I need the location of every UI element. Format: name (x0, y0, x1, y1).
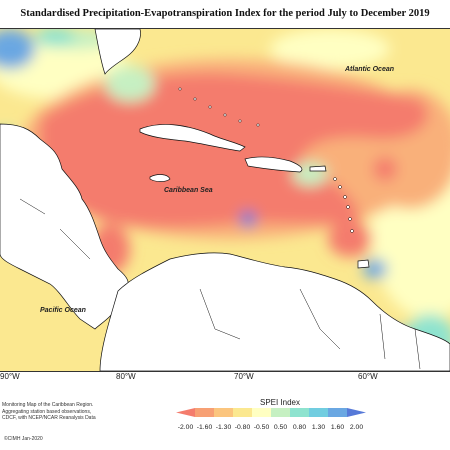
spei-color-field (0, 29, 450, 369)
map-title: Standardised Precipitation-Evapotranspir… (20, 8, 430, 19)
pacific-ocean-label: Pacific Ocean (40, 307, 86, 314)
legend-tick: 0.80 (292, 424, 307, 431)
legend-swatch (195, 408, 214, 417)
legend-tick: -0.80 (234, 424, 251, 431)
puerto-rico-island (309, 165, 327, 172)
legend-tick: 1.60 (330, 424, 345, 431)
legend-tick: -0.50 (253, 424, 270, 431)
legend-tick: -1.60 (196, 424, 213, 431)
map-canvas: Atlantic Ocean Caribbean Sea Pacific Oce… (0, 29, 450, 371)
credit-line: Monitoring Map of the Caribbean Region. (2, 402, 94, 408)
legend-title: SPEI Index (259, 398, 301, 407)
legend-swatch (233, 408, 252, 417)
legend-swatch (176, 408, 195, 417)
legend-swatch (309, 408, 328, 417)
legend-swatch (252, 408, 271, 417)
longitude-label: 80°W (116, 372, 136, 381)
legend-tick: -2.00 (177, 424, 194, 431)
south-america-land (99, 252, 450, 371)
borders (19, 198, 421, 370)
legend-tick: -1.30 (215, 424, 232, 431)
jamaica-island (149, 174, 171, 182)
longitude-label: 70°W (234, 372, 254, 381)
legend-tick-labels: -2.00 -1.60 -1.30 -0.80 -0.50 0.50 0.80 … (176, 424, 366, 431)
lesser-antilles (178, 87, 354, 233)
atlantic-ocean-label: Atlantic Ocean (344, 66, 394, 73)
credit-line: CDCF, with NCEP/NCAR Reanalysis Data (2, 415, 96, 422)
florida-land (94, 29, 141, 75)
trinidad-island (357, 259, 370, 269)
legend-tick: 0.50 (273, 424, 288, 431)
credit-line: Aggregating station based observations, (2, 408, 92, 415)
legend-swatch (347, 408, 366, 417)
legend-swatch (214, 408, 233, 417)
cuba-island (139, 124, 246, 152)
legend-colorbar (176, 408, 366, 417)
landmass (0, 29, 450, 371)
spei-map: Atlantic Ocean Caribbean Sea Pacific Oce… (0, 28, 450, 372)
legend-swatch (271, 408, 290, 417)
central-america-land (0, 123, 129, 330)
legend-tick: 2.00 (349, 424, 364, 431)
data-credit: Monitoring Map of the Caribbean Region. … (2, 402, 120, 422)
legend-swatch (328, 408, 347, 417)
copyright-notice: ©CIMH Jan-2020 (4, 436, 43, 442)
legend-tick: 1.30 (311, 424, 326, 431)
legend-swatch (290, 408, 309, 417)
longitude-label: 90°W (0, 372, 20, 381)
hispaniola-island (244, 156, 303, 173)
caribbean-sea-label: Caribbean Sea (164, 187, 213, 194)
longitude-label: 60°W (358, 372, 378, 381)
